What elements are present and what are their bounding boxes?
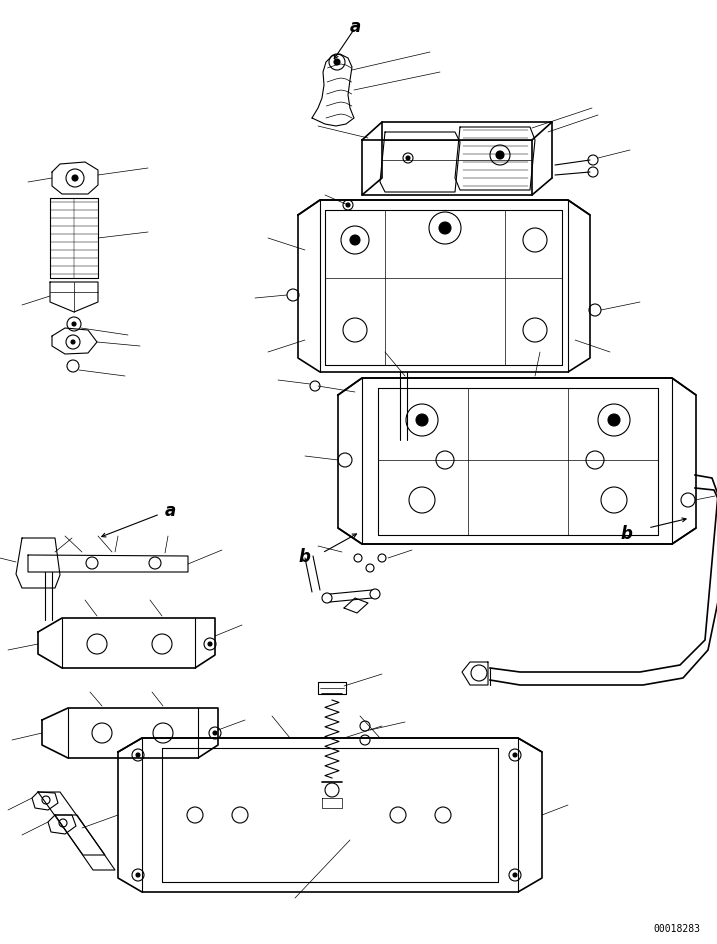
Circle shape [136, 753, 140, 757]
Circle shape [439, 222, 451, 234]
Circle shape [416, 414, 428, 426]
Circle shape [136, 873, 140, 877]
Circle shape [208, 642, 212, 646]
Circle shape [350, 235, 360, 245]
Circle shape [334, 59, 340, 65]
Circle shape [608, 414, 620, 426]
Circle shape [72, 175, 78, 181]
Circle shape [513, 873, 517, 877]
Circle shape [513, 753, 517, 757]
Text: b: b [620, 525, 632, 543]
Text: a: a [165, 502, 176, 520]
Text: 00018283: 00018283 [653, 924, 700, 934]
Text: b: b [298, 548, 310, 566]
Circle shape [72, 322, 76, 326]
Circle shape [346, 203, 350, 207]
Circle shape [213, 731, 217, 735]
Circle shape [496, 151, 504, 159]
Circle shape [71, 340, 75, 344]
Circle shape [406, 156, 410, 160]
Text: a: a [349, 18, 361, 36]
